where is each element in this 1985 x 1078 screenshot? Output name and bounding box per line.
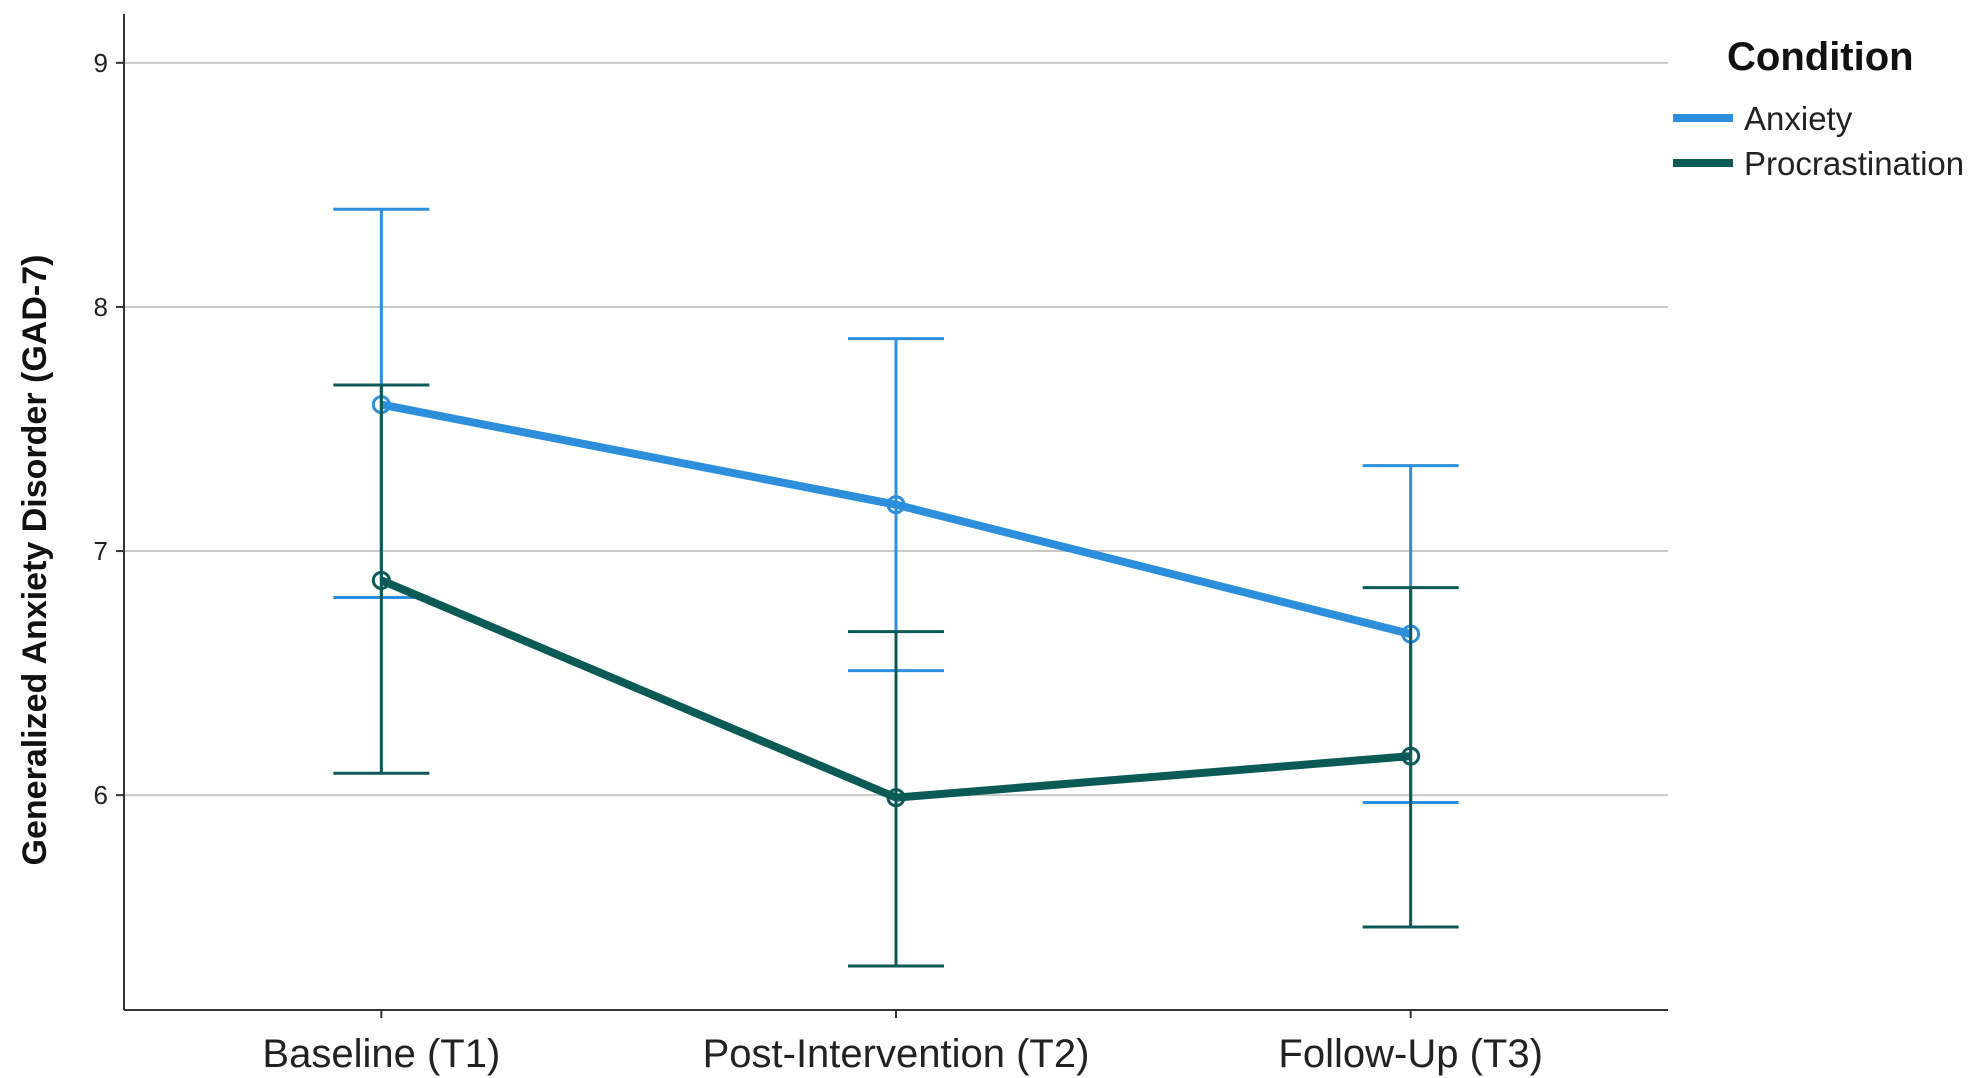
series-procrastination — [333, 383, 1459, 968]
data-point — [886, 495, 906, 515]
legend-label-anxiety: Anxiety — [1744, 100, 1853, 137]
data-point — [886, 788, 906, 808]
y-tick-label: 9 — [94, 48, 108, 78]
legend-title: Condition — [1727, 35, 1914, 79]
y-tick-labels: 6 7 8 9 — [94, 48, 124, 810]
legend-label-procrastination: Procrastination — [1744, 145, 1964, 182]
x-tick-label: Post-Intervention (T2) — [703, 1032, 1090, 1076]
x-tick-label: Follow-Up (T3) — [1278, 1032, 1542, 1076]
series — [333, 207, 1459, 968]
data-point — [1401, 746, 1421, 766]
y-tick-label: 8 — [94, 292, 108, 322]
x-tick-label: Baseline (T1) — [262, 1032, 500, 1076]
y-tick-label: 6 — [94, 780, 108, 810]
y-axis-label: Generalized Anxiety Disorder (GAD-7) — [16, 255, 54, 866]
data-point — [371, 570, 391, 590]
y-tick-label: 7 — [94, 536, 108, 566]
x-tick-labels: Baseline (T1) Post-Intervention (T2) Follo… — [262, 1010, 1543, 1076]
legend: Condition Anxiety Procrastination — [1673, 35, 1964, 182]
